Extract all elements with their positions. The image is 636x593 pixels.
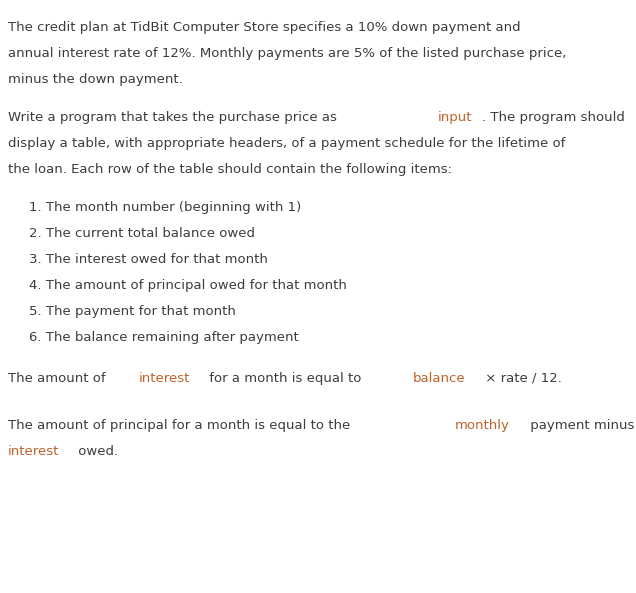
Text: minus the down payment.: minus the down payment.	[8, 73, 183, 86]
Text: 4. The amount of principal owed for that month: 4. The amount of principal owed for that…	[29, 279, 347, 292]
Text: annual interest rate of 12%. Monthly payments are 5% of the listed purchase pric: annual interest rate of 12%. Monthly pay…	[8, 47, 566, 60]
Text: 2. The current total balance owed: 2. The current total balance owed	[29, 227, 254, 240]
Text: 3. The interest owed for that month: 3. The interest owed for that month	[29, 253, 268, 266]
Text: The amount of: The amount of	[8, 372, 109, 385]
Text: interest: interest	[8, 445, 59, 458]
Text: The credit plan at TidBit Computer Store specifies a 10% down payment and: The credit plan at TidBit Computer Store…	[8, 21, 525, 34]
Text: display a table, with appropriate headers, of a payment schedule for the lifetim: display a table, with appropriate header…	[8, 137, 565, 150]
Text: 5. The payment for that month: 5. The payment for that month	[29, 305, 235, 318]
Text: The amount of principal for a month is equal to the: The amount of principal for a month is e…	[8, 419, 354, 432]
Text: payment minus the: payment minus the	[525, 419, 636, 432]
Text: monthly: monthly	[455, 419, 509, 432]
Text: input: input	[438, 111, 472, 124]
Text: interest: interest	[139, 372, 190, 385]
Text: for a month is equal to: for a month is equal to	[205, 372, 366, 385]
Text: 6. The balance remaining after payment: 6. The balance remaining after payment	[29, 331, 298, 345]
Text: owed.: owed.	[74, 445, 118, 458]
Text: the loan. Each row of the table should contain the following items:: the loan. Each row of the table should c…	[8, 163, 452, 176]
Text: × rate / 12.: × rate / 12.	[481, 372, 562, 385]
Text: Write a program that takes the purchase price as: Write a program that takes the purchase …	[8, 111, 341, 124]
Text: . The program should: . The program should	[482, 111, 625, 124]
Text: 1. The month number (beginning with 1): 1. The month number (beginning with 1)	[29, 201, 301, 214]
Text: balance: balance	[413, 372, 466, 385]
